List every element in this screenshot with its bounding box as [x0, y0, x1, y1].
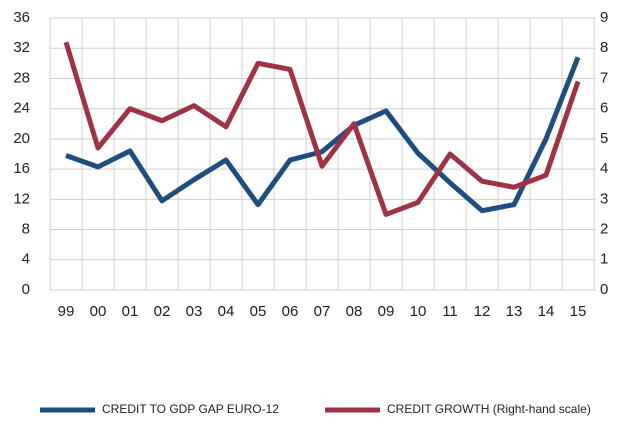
x-tick-label: 13	[506, 303, 523, 320]
y2-tick-label: 8	[600, 39, 608, 56]
x-tick-label: 00	[90, 303, 107, 320]
legend-label: CREDIT TO GDP GAP EURO-12	[102, 402, 279, 416]
y-tick-label: 0	[22, 281, 30, 298]
series-line	[65, 56, 581, 214]
x-tick-label: 11	[442, 303, 458, 320]
y2-tick-label: 0	[600, 281, 608, 298]
y-tick-label: 4	[22, 251, 30, 268]
x-tick-label: 04	[218, 303, 235, 320]
y-tick-label: 20	[13, 130, 30, 147]
x-tick-label: 09	[378, 303, 395, 320]
y2-tick-label: 2	[600, 221, 608, 238]
y2-tick-label: 6	[600, 100, 608, 117]
y2-tick-label: 1	[600, 251, 608, 268]
x-tick-label: 02	[154, 303, 171, 320]
x-tick-label: 06	[282, 303, 299, 320]
x-tick-label: 08	[346, 303, 363, 320]
x-tick-label: 03	[186, 303, 203, 320]
x-tick-label: 99	[58, 303, 75, 320]
y-tick-label: 12	[13, 190, 30, 207]
x-tick-label: 14	[538, 303, 555, 320]
y2-tick-label: 7	[600, 69, 608, 86]
y2-tick-label: 4	[600, 160, 608, 177]
y-tick-label: 8	[22, 221, 30, 238]
y2-tick-label: 3	[600, 190, 608, 207]
legend-label: CREDIT GROWTH (Right-hand scale)	[387, 402, 591, 416]
x-tick-label: 15	[570, 303, 587, 320]
y-tick-label: 28	[13, 69, 30, 86]
y2-tick-label: 9	[600, 9, 608, 26]
x-tick-label: 05	[250, 303, 267, 320]
x-tick-label: 12	[474, 303, 491, 320]
x-tick-label: 07	[314, 303, 331, 320]
x-tick-label: 01	[122, 303, 139, 320]
y-tick-label: 16	[13, 160, 30, 177]
y-tick-label: 24	[13, 100, 30, 117]
x-tick-label: 10	[410, 303, 427, 320]
y-tick-label: 32	[13, 39, 30, 56]
y-tick-label: 36	[13, 9, 30, 26]
y2-tick-label: 5	[600, 130, 608, 147]
series-line	[63, 41, 581, 217]
